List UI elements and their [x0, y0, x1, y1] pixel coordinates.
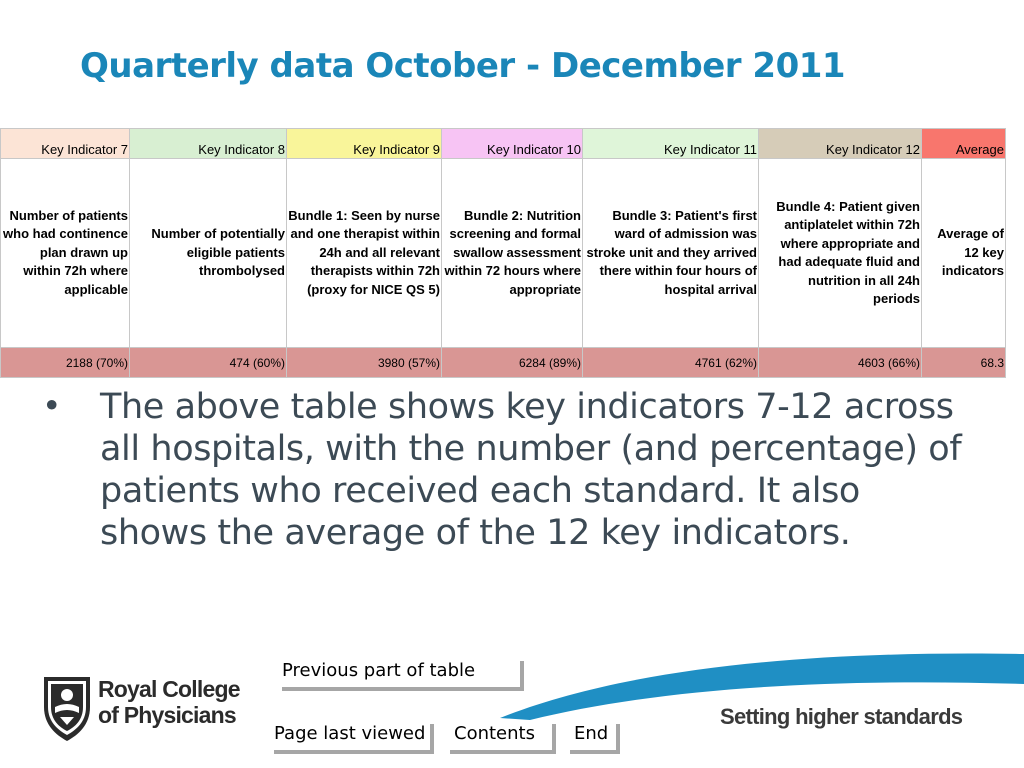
- header-cell-ki12: Key Indicator 12: [758, 128, 922, 159]
- swoosh-band: [500, 653, 1024, 720]
- header-cell-ki7: Key Indicator 7: [0, 128, 130, 159]
- table-value-row: 2188 (70%) 474 (60%) 3980 (57%) 6284 (89…: [0, 347, 1006, 378]
- value-cell: 68.3: [921, 347, 1006, 378]
- header-cell-ki8: Key Indicator 8: [129, 128, 287, 159]
- description-cell: Bundle 1: Seen by nurse and one therapis…: [286, 158, 442, 348]
- bullet-text: The above table shows key indicators 7-1…: [100, 387, 962, 553]
- bullet-dot-icon: •: [42, 386, 62, 425]
- previous-part-button[interactable]: Previous part of table: [278, 657, 520, 687]
- table-description-row: Number of patients who had continence pl…: [0, 158, 1006, 348]
- value-cell: 2188 (70%): [0, 347, 130, 378]
- contents-button[interactable]: Contents: [446, 720, 552, 750]
- value-cell: 3980 (57%): [286, 347, 442, 378]
- description-cell: Number of potentially eligible patients …: [129, 158, 287, 348]
- header-cell-ki9: Key Indicator 9: [286, 128, 442, 159]
- rcp-logo: Royal College of Physicians: [40, 673, 250, 745]
- swoosh-graphic: [500, 653, 1024, 720]
- value-cell: 4603 (66%): [758, 347, 922, 378]
- header-cell-ki11: Key Indicator 11: [582, 128, 759, 159]
- description-cell: Number of patients who had continence pl…: [0, 158, 130, 348]
- description-cell: Bundle 2: Nutrition screening and formal…: [441, 158, 583, 348]
- description-cell: Average of 12 key indicators: [921, 158, 1006, 348]
- tagline: Setting higher standards: [720, 704, 963, 729]
- table-header-row: Key Indicator 7 Key Indicator 8 Key Indi…: [0, 128, 1006, 159]
- crest-icon: [44, 677, 90, 741]
- description-cell: Bundle 3: Patient's first ward of admiss…: [582, 158, 759, 348]
- header-cell-ki10: Key Indicator 10: [441, 128, 583, 159]
- end-button[interactable]: End: [566, 720, 616, 750]
- slide-title: Quarterly data October - December 2011: [80, 46, 846, 86]
- description-cell: Bundle 4: Patient given antiplatelet wit…: [758, 158, 922, 348]
- header-cell-average: Average: [921, 128, 1006, 159]
- value-cell: 474 (60%): [129, 347, 287, 378]
- value-cell: 4761 (62%): [582, 347, 759, 378]
- key-indicators-table: Key Indicator 7 Key Indicator 8 Key Indi…: [0, 128, 1006, 378]
- page-last-viewed-button[interactable]: Page last viewed: [270, 720, 430, 750]
- logo-line-1: Royal College: [98, 676, 241, 702]
- logo-line-2: of Physicians: [98, 702, 237, 728]
- logo-text: Royal College of Physicians: [98, 676, 241, 728]
- value-cell: 6284 (89%): [441, 347, 583, 378]
